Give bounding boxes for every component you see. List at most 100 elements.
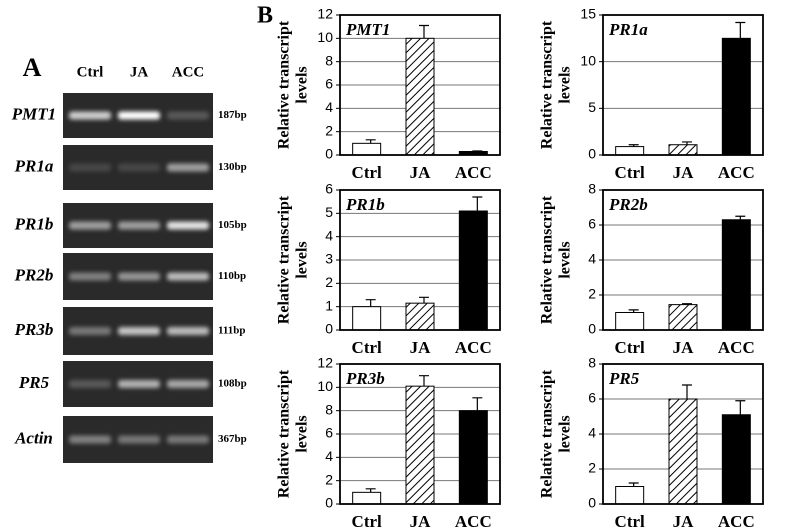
chart-title: PR5 — [608, 369, 640, 388]
gene-label: PR5 — [18, 373, 50, 392]
bar — [405, 37, 435, 156]
y-tick-label: 5 — [325, 204, 333, 220]
y-tick-label: 6 — [325, 181, 333, 197]
y-tick-label: 1 — [325, 297, 333, 313]
error-bar — [682, 141, 692, 145]
bar — [458, 210, 488, 331]
lane-label: Ctrl — [77, 64, 104, 80]
bar — [352, 491, 382, 505]
band-size: 110bp — [218, 270, 246, 282]
x-tick-label: Ctrl — [615, 338, 645, 357]
gene-label: PR2b — [14, 265, 54, 284]
y-axis-label: Relative transcript — [539, 195, 556, 324]
y-axis-label: levels — [294, 415, 311, 452]
plot-frame — [339, 14, 501, 156]
y-tick-label: 6 — [325, 425, 333, 441]
y-tick-label: 2 — [325, 274, 333, 290]
y-tick-label: 15 — [580, 6, 596, 22]
bar — [352, 142, 382, 156]
y-tick-label: 0 — [325, 495, 333, 511]
plot-frame — [602, 189, 764, 331]
gel-band — [118, 111, 160, 120]
y-tick-label: 10 — [580, 52, 596, 68]
y-tick-label: 8 — [325, 52, 333, 68]
y-tick-label: 0 — [325, 146, 333, 162]
panel-label: A — [23, 53, 42, 82]
y-tick-label: 8 — [325, 401, 333, 417]
y-axis-label: Relative transcript — [539, 369, 556, 498]
y-tick-label: 8 — [588, 355, 596, 371]
gel-panel: Ctrl JA ACC PMT1 187bp PR1a 130bp PR1b 105bp PR2b… — [11, 64, 247, 463]
error-bar — [365, 299, 376, 307]
bar-chart: 0 2 4 6 8 10 12 Ctrl JA ACC PMT1 Relative transcrip… — [276, 6, 501, 182]
y-axis-label: Relative transcript — [539, 20, 556, 149]
error-bar — [682, 303, 692, 305]
y-tick-label: 4 — [325, 227, 333, 243]
gene-label: PR3b — [14, 320, 54, 339]
y-tick-label: 10 — [317, 378, 333, 394]
error-bar — [735, 400, 746, 415]
lane-label: ACC — [172, 64, 205, 80]
band-size: 187bp — [218, 109, 247, 121]
y-tick-label: 12 — [317, 6, 333, 22]
y-axis-label: levels — [294, 66, 311, 103]
y-axis-label: levels — [557, 415, 574, 452]
error-bar — [472, 397, 483, 411]
x-tick-label: Ctrl — [615, 163, 645, 182]
x-tick-label: JA — [410, 512, 432, 531]
bar — [615, 486, 645, 505]
band-size: 108bp — [218, 378, 247, 390]
gene-label: PMT1 — [11, 104, 56, 123]
gene-label: Actin — [14, 428, 53, 447]
y-axis-label: levels — [557, 66, 574, 103]
y-tick-label: 2 — [588, 286, 596, 302]
x-tick-label: Ctrl — [352, 338, 382, 357]
gene-label: PR1a — [14, 156, 54, 175]
error-bar — [419, 24, 429, 39]
band-size: 111bp — [218, 325, 246, 337]
gel-band — [167, 111, 209, 120]
gel-band — [118, 221, 160, 230]
x-tick-label: Ctrl — [352, 512, 382, 531]
bar — [721, 37, 751, 156]
y-tick-label: 4 — [588, 425, 596, 441]
band-size: 105bp — [218, 219, 247, 231]
x-tick-label: JA — [673, 512, 695, 531]
error-bar — [472, 150, 483, 152]
error-bar — [472, 196, 483, 211]
y-tick-label: 0 — [588, 321, 596, 337]
panel-label: B — [257, 3, 273, 29]
y-axis-label: levels — [557, 241, 574, 278]
bar — [405, 302, 435, 331]
error-bar — [628, 144, 639, 147]
error-bar — [735, 215, 746, 220]
error-bar — [628, 309, 639, 313]
error-bar — [419, 296, 429, 304]
y-tick-label: 6 — [588, 216, 596, 232]
plot-frame — [339, 189, 501, 331]
y-tick-label: 4 — [588, 251, 596, 267]
bar — [615, 146, 645, 156]
x-tick-label: JA — [673, 338, 695, 357]
bar-chart: 0 2 4 6 8 Ctrl JA ACC PR2b Relative transcript lev… — [539, 181, 764, 357]
y-tick-label: 6 — [325, 76, 333, 92]
chart-title: PR1a — [608, 20, 648, 39]
gel-band — [167, 163, 209, 172]
y-tick-label: 6 — [588, 390, 596, 406]
y-tick-label: 4 — [325, 448, 333, 464]
bar-chart: 0 2 4 6 8 Ctrl JA ACC PR5 Relative transcript leve… — [539, 355, 764, 531]
y-tick-label: 3 — [325, 251, 333, 267]
x-tick-label: ACC — [718, 163, 755, 182]
x-tick-label: Ctrl — [615, 512, 645, 531]
gel-band — [118, 272, 160, 281]
gel-band — [69, 327, 111, 335]
gel-band — [69, 435, 111, 444]
bar — [668, 144, 698, 156]
y-tick-label: 0 — [588, 146, 596, 162]
gel-band — [69, 221, 111, 230]
chart-title: PMT1 — [345, 20, 390, 39]
error-bar — [735, 21, 746, 39]
x-tick-label: ACC — [718, 512, 755, 531]
gel-band — [167, 272, 209, 281]
